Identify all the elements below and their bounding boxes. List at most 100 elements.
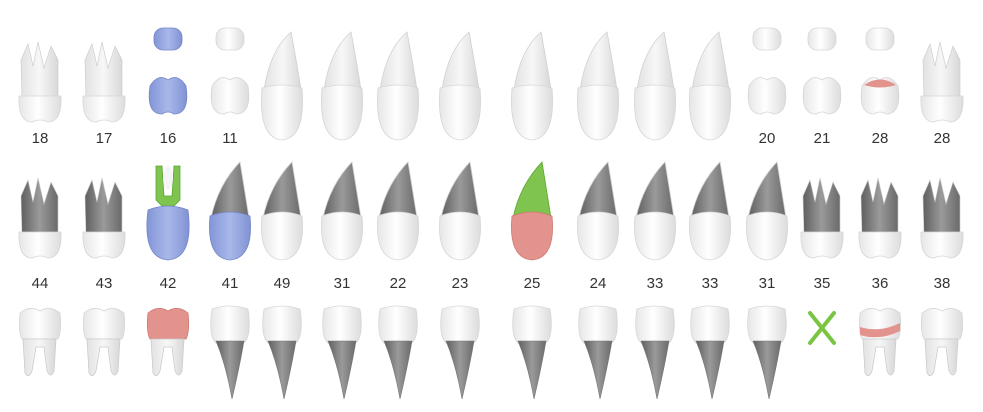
- crown-shape: [747, 305, 787, 344]
- tooth-top-16[interactable]: [920, 41, 964, 123]
- root-shape: [150, 338, 185, 376]
- tooth-number-label: 43: [96, 275, 113, 292]
- root-shape: [691, 31, 730, 91]
- tooth-top-2[interactable]: [82, 41, 126, 123]
- tooth-bottom-2[interactable]: [82, 308, 126, 376]
- tooth-bottom-6[interactable]: [322, 305, 362, 400]
- crown-shape: [920, 308, 964, 340]
- crown-shape: [322, 305, 362, 344]
- tooth-bottom-5[interactable]: [262, 305, 302, 400]
- root-shape: [262, 161, 302, 219]
- crown-shape: [261, 211, 303, 261]
- tooth-top-8[interactable]: [439, 31, 481, 141]
- root-shape: [636, 31, 675, 91]
- tooth-bottom-9[interactable]: [512, 305, 552, 400]
- root-shape: [20, 41, 59, 101]
- tooth-top-12[interactable]: [689, 31, 731, 141]
- tooth-bottom-16[interactable]: [920, 308, 964, 376]
- tooth-bottom-8[interactable]: [440, 305, 480, 400]
- root-shape: [924, 338, 959, 376]
- root-shape: [922, 177, 961, 237]
- root-shape: [263, 31, 302, 91]
- crown-shape: [440, 305, 480, 344]
- tooth-middle-11[interactable]: [634, 161, 676, 261]
- tooth-top-1[interactable]: [18, 41, 62, 123]
- crown-shape: [439, 211, 481, 261]
- crown-shape: [511, 84, 553, 141]
- tooth-middle-1[interactable]: [18, 177, 62, 259]
- root-shape: [860, 177, 899, 237]
- tooth-number-label: 23: [452, 275, 469, 292]
- tooth-middle-16[interactable]: [920, 177, 964, 259]
- tooth-top-14[interactable]: [802, 27, 842, 115]
- occlusal-view: [752, 27, 782, 51]
- tooth-middle-2[interactable]: [82, 177, 126, 259]
- root-shape: [210, 161, 250, 219]
- root-shape: [583, 340, 613, 400]
- tooth-top-10[interactable]: [577, 31, 619, 141]
- tooth-bottom-7[interactable]: [378, 305, 418, 400]
- tooth-bottom-11[interactable]: [635, 305, 675, 400]
- tooth-top-11[interactable]: [634, 31, 676, 141]
- tooth-middle-3[interactable]: [146, 165, 190, 261]
- root-shape: [517, 340, 547, 400]
- tooth-bottom-12[interactable]: [690, 305, 730, 400]
- crown-shape: [858, 231, 902, 259]
- tooth-number-label: 17: [96, 130, 113, 147]
- crown-shape: [439, 84, 481, 141]
- crown-shape: [378, 305, 418, 344]
- tooth-top-15[interactable]: [860, 27, 900, 115]
- crown-shape: [146, 205, 190, 261]
- tooth-middle-10[interactable]: [577, 161, 619, 261]
- root-shape: [640, 340, 670, 400]
- tooth-number-label: 33: [702, 275, 719, 292]
- red-filling: [864, 79, 896, 88]
- tooth-middle-4[interactable]: [209, 161, 251, 261]
- tooth-top-7[interactable]: [377, 31, 419, 141]
- tooth-bottom-3[interactable]: [146, 308, 190, 376]
- crown-shape: [261, 84, 303, 141]
- tooth-number-label: 41: [222, 275, 239, 292]
- root-shape: [513, 31, 552, 91]
- tooth-top-9[interactable]: [511, 31, 553, 141]
- crown-shape: [321, 84, 363, 141]
- tooth-middle-5[interactable]: [261, 161, 303, 261]
- crown-shape: [512, 305, 552, 344]
- tooth-bottom-4[interactable]: [210, 305, 250, 400]
- root-shape: [327, 340, 357, 400]
- tooth-middle-8[interactable]: [439, 161, 481, 261]
- root-shape: [22, 338, 57, 376]
- root-shape: [322, 161, 362, 219]
- tooth-number-label: 33: [647, 275, 664, 292]
- crown-shape: [82, 95, 126, 123]
- root-shape: [445, 340, 475, 400]
- crown-shape: [18, 308, 62, 340]
- tooth-middle-14[interactable]: [800, 177, 844, 259]
- root-shape: [635, 161, 675, 219]
- tooth-middle-7[interactable]: [377, 161, 419, 261]
- root-shape: [20, 177, 59, 237]
- tooth-middle-12[interactable]: [689, 161, 731, 261]
- tooth-bottom-13[interactable]: [747, 305, 787, 400]
- tooth-number-label: 35: [814, 275, 831, 292]
- root-shape: [440, 161, 480, 219]
- tooth-middle-6[interactable]: [321, 161, 363, 261]
- tooth-top-3[interactable]: [148, 27, 188, 115]
- root-shape: [695, 340, 725, 400]
- tooth-top-4[interactable]: [210, 27, 250, 115]
- tooth-top-5[interactable]: [261, 31, 303, 141]
- tooth-middle-13[interactable]: [746, 161, 788, 261]
- crown-shape: [920, 231, 964, 259]
- tooth-middle-9[interactable]: [511, 161, 553, 261]
- tooth-bottom-15[interactable]: [858, 308, 902, 376]
- tooth-number-label: 18: [32, 130, 49, 147]
- tooth-bottom-14[interactable]: [808, 311, 836, 345]
- tooth-bottom-10[interactable]: [578, 305, 618, 400]
- tooth-top-13[interactable]: [747, 27, 787, 115]
- tooth-middle-15[interactable]: [858, 177, 902, 259]
- tooth-number-label: 31: [759, 275, 776, 292]
- tooth-number-label: 21: [814, 130, 831, 147]
- tooth-bottom-1[interactable]: [18, 308, 62, 376]
- tooth-top-6[interactable]: [321, 31, 363, 141]
- tooth-row-top: 18 17 16 11 20 21 28 28: [18, 27, 964, 147]
